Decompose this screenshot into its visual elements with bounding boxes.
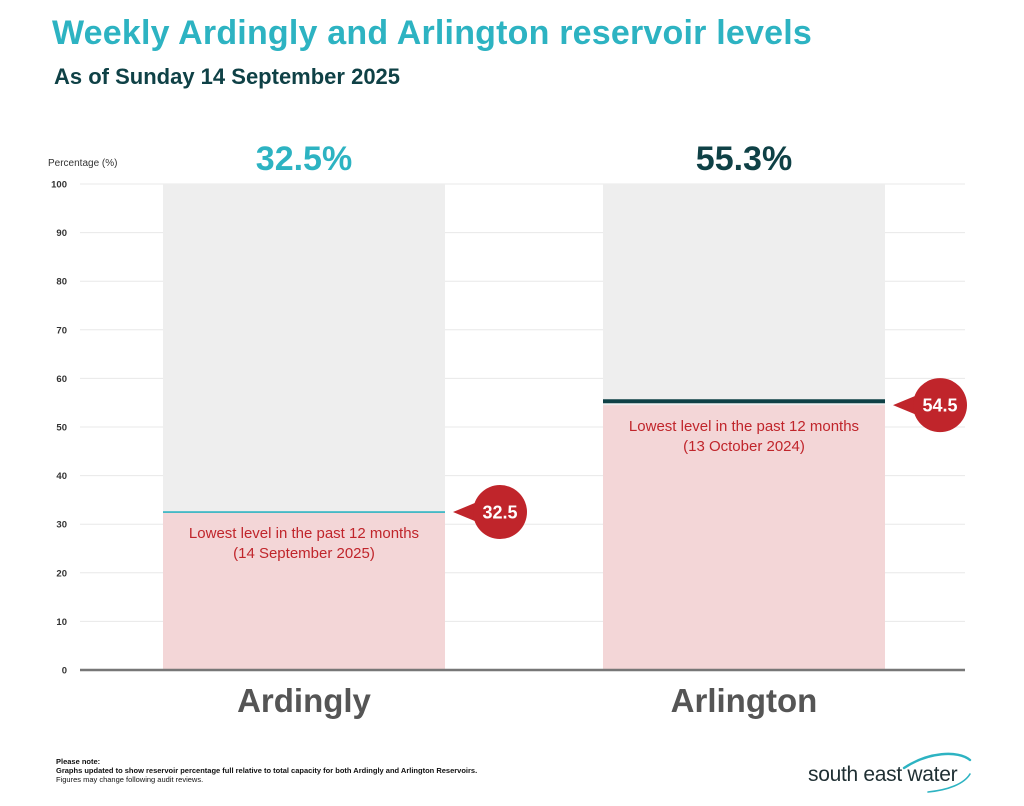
y-tick-label: 80 [56,277,67,288]
y-axis-title: Percentage (%) [48,158,117,169]
footnote-line-1: Graphs updated to show reservoir percent… [56,766,478,775]
category-label: Arlington [671,682,818,719]
south-east-water-logo: south east water [808,752,978,796]
value-label: 55.3% [696,140,792,178]
logo-text: south east water [808,763,958,786]
lowest-level-band [163,512,445,670]
wave-swoosh-icon [902,752,972,793]
lowest-level-annotation: (14 September 2025) [233,545,375,562]
reservoir-chart: Percentage (%) 0 10 20 30 40 50 60 70 80 90 100 Lowe… [48,140,967,719]
footnote-line-2: Figures may change following audit revie… [56,775,204,784]
y-tick-label: 20 [56,568,67,579]
y-tick-label: 70 [56,325,67,336]
lowest-level-marker [473,485,527,540]
y-tick-label: 30 [56,520,67,531]
lowest-level-annotation: (13 October 2024) [683,438,805,455]
y-tick-label: 100 [51,180,67,191]
footnote: Please note: Graphs updated to show rese… [56,757,477,784]
lowest-level-marker-label: 54.5 [922,396,957,416]
lowest-level-annotation: Lowest level in the past 12 months [189,525,419,542]
lowest-level-band [603,405,885,670]
y-tick-label: 10 [56,617,67,628]
y-tick-label: 50 [56,423,67,434]
y-tick-label: 40 [56,471,67,482]
chart-subtitle: As of Sunday 14 September 2025 [54,64,401,89]
lowest-level-marker [913,378,967,433]
y-tick-label: 90 [56,228,67,239]
category-label: Ardingly [237,682,371,719]
footnote-title: Please note: [56,757,101,766]
lowest-level-annotation: Lowest level in the past 12 months [629,418,859,435]
y-tick-label: 0 [62,666,67,677]
y-tick-label: 60 [56,374,67,385]
value-label: 32.5% [256,140,352,178]
lowest-level-marker-label: 32.5 [482,503,517,523]
chart-title: Weekly Ardingly and Arlington reservoir … [52,14,812,52]
